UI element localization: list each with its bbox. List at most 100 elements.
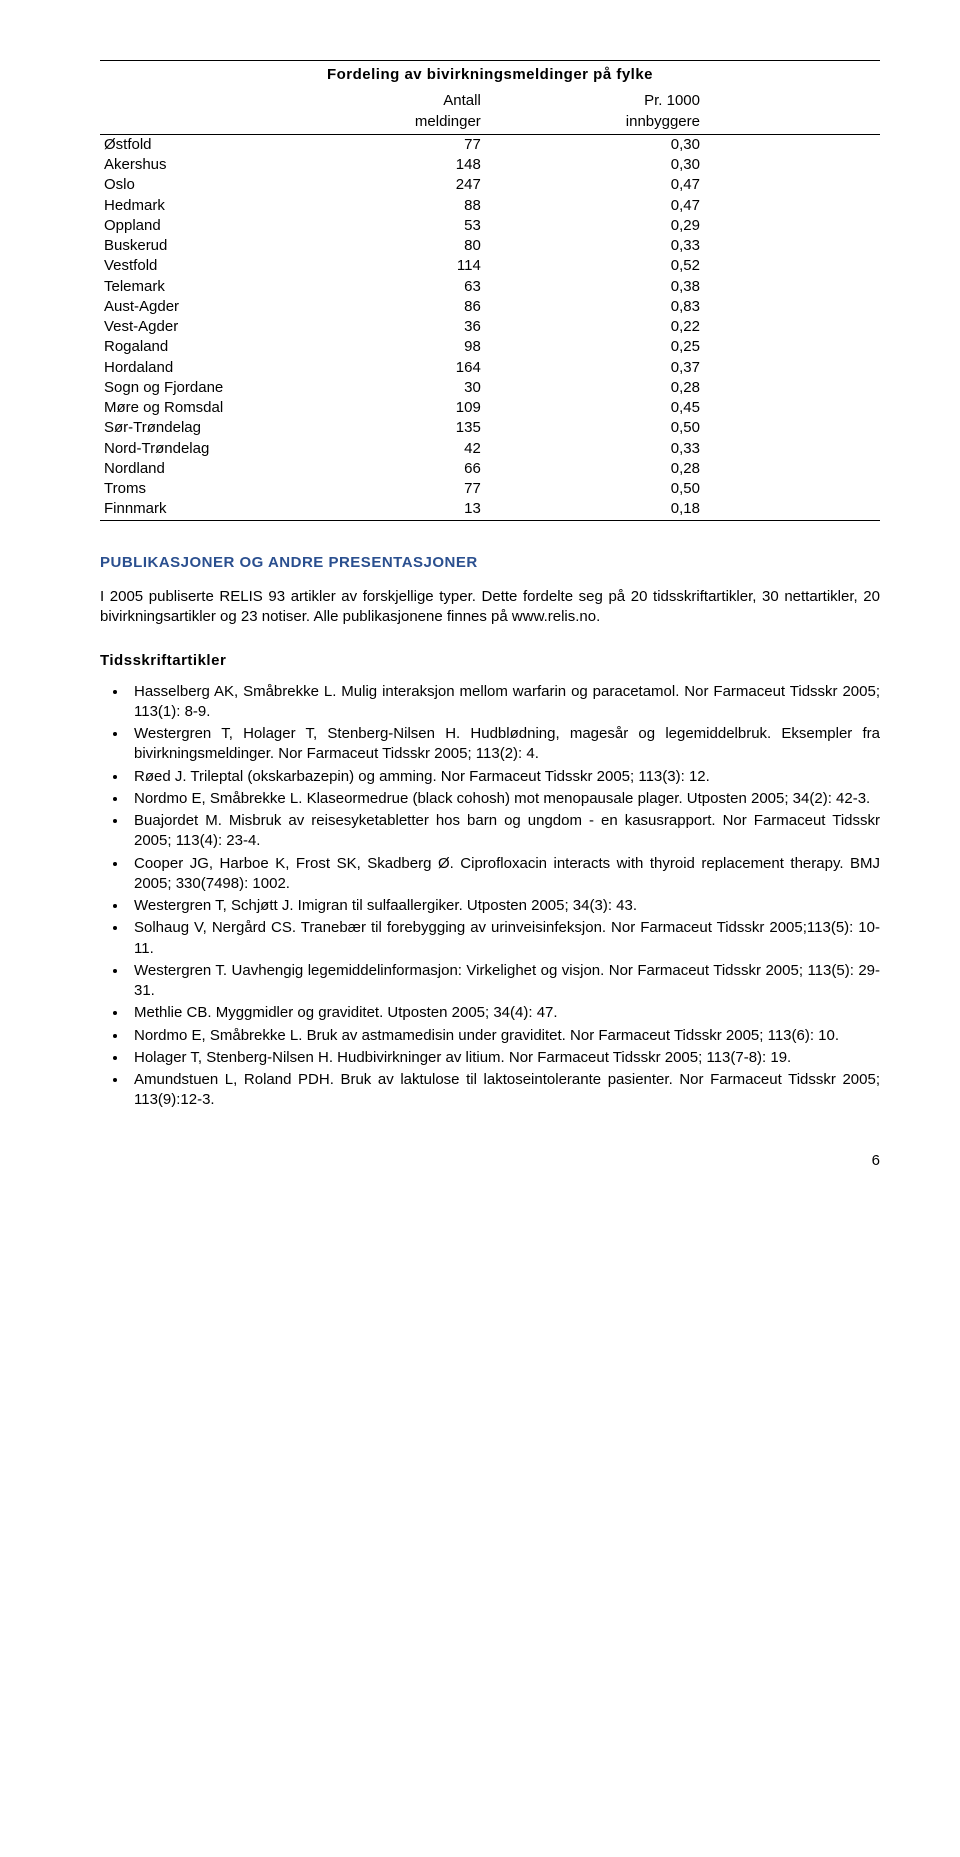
county-name: Buskerud — [100, 236, 396, 256]
list-item: Methlie CB. Myggmidler og graviditet. Ut… — [128, 1003, 880, 1023]
county-count: 13 — [396, 499, 600, 519]
county-rate: 0,45 — [601, 398, 880, 418]
table-title: Fordeling av bivirkningsmeldinger på fyl… — [100, 61, 880, 91]
list-item: Westergren T. Uavhengig legemiddelinform… — [128, 961, 880, 1002]
list-item: Holager T, Stenberg-Nilsen H. Hudbivirkn… — [128, 1048, 880, 1068]
county-count: 164 — [396, 358, 600, 378]
county-name: Møre og Romsdal — [100, 398, 396, 418]
county-count: 53 — [396, 216, 600, 236]
county-name: Vestfold — [100, 256, 396, 276]
intro-paragraph: I 2005 publiserte RELIS 93 artikler av f… — [100, 587, 880, 628]
county-name: Nord-Trøndelag — [100, 439, 396, 459]
county-name: Akershus — [100, 155, 396, 175]
table-row: Aust-Agder860,83 — [100, 297, 880, 317]
sub-heading: Tidsskriftartikler — [100, 651, 880, 671]
county-count: 42 — [396, 439, 600, 459]
county-rate: 0,83 — [601, 297, 880, 317]
county-rate: 0,38 — [601, 277, 880, 297]
county-table: Fordeling av bivirkningsmeldinger på fyl… — [100, 60, 880, 521]
table-row: Finnmark130,18 — [100, 499, 880, 519]
county-rate: 0,52 — [601, 256, 880, 276]
publication-list: Hasselberg AK, Småbrekke L. Mulig intera… — [100, 682, 880, 1111]
county-count: 80 — [396, 236, 600, 256]
list-item: Hasselberg AK, Småbrekke L. Mulig intera… — [128, 682, 880, 723]
list-item: Westergren T, Schjøtt J. Imigran til sul… — [128, 896, 880, 916]
table-row: Vest-Agder360,22 — [100, 317, 880, 337]
list-item: Nordmo E, Småbrekke L. Bruk av astmamedi… — [128, 1026, 880, 1046]
list-item: Amundstuen L, Roland PDH. Bruk av laktul… — [128, 1070, 880, 1111]
county-name: Hordaland — [100, 358, 396, 378]
county-count: 63 — [396, 277, 600, 297]
table-row: Hordaland1640,37 — [100, 358, 880, 378]
col-header-rate: Pr. 1000 innbyggere — [601, 91, 880, 134]
county-count: 30 — [396, 378, 600, 398]
table-row: Oslo2470,47 — [100, 175, 880, 195]
county-name: Rogaland — [100, 337, 396, 357]
county-count: 66 — [396, 459, 600, 479]
county-rate: 0,30 — [601, 134, 880, 155]
county-count: 77 — [396, 479, 600, 499]
county-rate: 0,50 — [601, 418, 880, 438]
list-item: Buajordet M. Misbruk av reisesyketablett… — [128, 811, 880, 852]
county-rate: 0,18 — [601, 499, 880, 519]
county-count: 88 — [396, 196, 600, 216]
county-rate: 0,50 — [601, 479, 880, 499]
table-row: Akershus1480,30 — [100, 155, 880, 175]
county-count: 36 — [396, 317, 600, 337]
county-count: 135 — [396, 418, 600, 438]
county-rate: 0,37 — [601, 358, 880, 378]
county-count: 247 — [396, 175, 600, 195]
county-count: 77 — [396, 134, 600, 155]
table-row: Vestfold1140,52 — [100, 256, 880, 276]
county-name: Vest-Agder — [100, 317, 396, 337]
table-row: Troms770,50 — [100, 479, 880, 499]
county-name: Finnmark — [100, 499, 396, 519]
county-count: 86 — [396, 297, 600, 317]
county-name: Sogn og Fjordane — [100, 378, 396, 398]
county-count: 109 — [396, 398, 600, 418]
county-name: Troms — [100, 479, 396, 499]
county-count: 98 — [396, 337, 600, 357]
table-row: Hedmark880,47 — [100, 196, 880, 216]
table-row: Nordland660,28 — [100, 459, 880, 479]
table-row: Sør-Trøndelag1350,50 — [100, 418, 880, 438]
county-count: 114 — [396, 256, 600, 276]
county-rate: 0,28 — [601, 378, 880, 398]
county-rate: 0,25 — [601, 337, 880, 357]
table-row: Telemark630,38 — [100, 277, 880, 297]
county-name: Hedmark — [100, 196, 396, 216]
county-rate: 0,33 — [601, 439, 880, 459]
list-item: Nordmo E, Småbrekke L. Klaseormedrue (bl… — [128, 789, 880, 809]
table-row: Nord-Trøndelag420,33 — [100, 439, 880, 459]
table-row: Buskerud800,33 — [100, 236, 880, 256]
table-row: Oppland530,29 — [100, 216, 880, 236]
table-row: Østfold770,30 — [100, 134, 880, 155]
county-rate: 0,28 — [601, 459, 880, 479]
list-item: Westergren T, Holager T, Stenberg-Nilsen… — [128, 724, 880, 765]
col-header-count: Antall meldinger — [396, 91, 600, 134]
list-item: Cooper JG, Harboe K, Frost SK, Skadberg … — [128, 854, 880, 895]
list-item: Solhaug V, Nergård CS. Tranebær til fore… — [128, 918, 880, 959]
table-row: Sogn og Fjordane300,28 — [100, 378, 880, 398]
county-name: Aust-Agder — [100, 297, 396, 317]
section-heading: PUBLIKASJONER OG ANDRE PRESENTASJONER — [100, 553, 880, 573]
county-name: Oslo — [100, 175, 396, 195]
county-rate: 0,47 — [601, 175, 880, 195]
county-rate: 0,33 — [601, 236, 880, 256]
county-name: Oppland — [100, 216, 396, 236]
table-row: Rogaland980,25 — [100, 337, 880, 357]
county-name: Nordland — [100, 459, 396, 479]
county-name: Østfold — [100, 134, 396, 155]
page-number: 6 — [100, 1151, 880, 1171]
county-rate: 0,47 — [601, 196, 880, 216]
county-rate: 0,22 — [601, 317, 880, 337]
county-rate: 0,29 — [601, 216, 880, 236]
county-name: Telemark — [100, 277, 396, 297]
county-name: Sør-Trøndelag — [100, 418, 396, 438]
county-rate: 0,30 — [601, 155, 880, 175]
data-table: Antall meldinger Pr. 1000 innbyggere Øst… — [100, 91, 880, 519]
table-row: Møre og Romsdal1090,45 — [100, 398, 880, 418]
list-item: Røed J. Trileptal (okskarbazepin) og amm… — [128, 767, 880, 787]
county-count: 148 — [396, 155, 600, 175]
table-header-row: Antall meldinger Pr. 1000 innbyggere — [100, 91, 880, 134]
